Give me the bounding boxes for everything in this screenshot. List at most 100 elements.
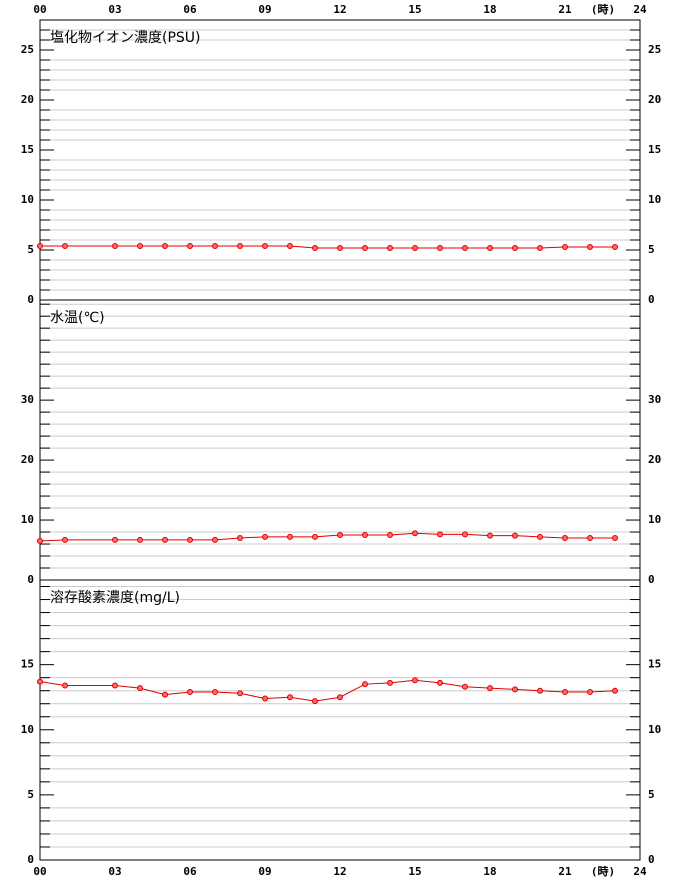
data-point bbox=[287, 694, 293, 701]
data-point bbox=[437, 679, 443, 686]
data-point bbox=[337, 532, 343, 539]
x-tick-label: 15 bbox=[408, 865, 421, 878]
data-point bbox=[387, 679, 393, 686]
data-point bbox=[287, 533, 293, 540]
data-point bbox=[462, 683, 468, 690]
series-line bbox=[39, 532, 615, 542]
data-point bbox=[562, 535, 568, 542]
y-tick-label: 30 bbox=[648, 393, 661, 406]
x-tick-label: 18 bbox=[483, 865, 496, 878]
y-tick-label: 20 bbox=[648, 453, 661, 466]
data-point bbox=[512, 686, 518, 693]
y-tick-label: 10 bbox=[21, 513, 34, 526]
y-tick-label: 10 bbox=[21, 193, 34, 206]
data-point bbox=[37, 678, 43, 685]
data-point bbox=[237, 690, 243, 697]
data-point bbox=[312, 245, 318, 251]
y-tick-label: 5 bbox=[648, 243, 655, 256]
x-tick-label: 15 bbox=[408, 3, 421, 16]
data-point bbox=[412, 677, 418, 684]
y-tick-label: 30 bbox=[21, 393, 34, 406]
data-point bbox=[137, 243, 143, 249]
y-tick-label: 0 bbox=[648, 573, 655, 586]
data-point bbox=[587, 244, 593, 250]
y-tick-label: 0 bbox=[27, 573, 34, 586]
x-tick-label: 21 bbox=[558, 3, 572, 16]
data-point bbox=[287, 243, 293, 249]
data-point bbox=[237, 535, 243, 542]
y-tick-label: 5 bbox=[27, 788, 34, 801]
y-tick-label: 5 bbox=[27, 243, 34, 256]
data-point bbox=[262, 243, 268, 249]
x-unit-label: (時) bbox=[591, 864, 615, 878]
x-tick-label: 21 bbox=[558, 865, 572, 878]
data-point bbox=[312, 533, 318, 540]
data-point bbox=[587, 689, 593, 695]
data-point bbox=[612, 687, 618, 694]
x-tick-label: 24 bbox=[633, 3, 647, 16]
y-tick-label: 15 bbox=[648, 658, 661, 671]
y-tick-label: 15 bbox=[21, 658, 34, 671]
data-point bbox=[362, 532, 368, 539]
data-point bbox=[262, 695, 268, 702]
y-tick-label: 25 bbox=[21, 43, 34, 56]
data-point bbox=[37, 538, 43, 545]
data-point bbox=[587, 535, 593, 542]
data-point bbox=[387, 245, 393, 251]
x-tick-label: 12 bbox=[333, 3, 346, 16]
data-point bbox=[62, 243, 68, 249]
data-point bbox=[537, 245, 543, 251]
data-point bbox=[362, 245, 368, 251]
data-point bbox=[487, 685, 493, 692]
data-point bbox=[62, 536, 68, 543]
y-tick-label: 20 bbox=[21, 453, 34, 466]
data-point bbox=[112, 536, 118, 543]
data-point bbox=[337, 245, 343, 251]
data-point bbox=[187, 243, 193, 249]
y-tick-label: 0 bbox=[27, 293, 34, 306]
y-tick-label: 20 bbox=[21, 93, 34, 106]
data-point bbox=[162, 536, 168, 543]
data-point bbox=[237, 243, 243, 249]
x-tick-label: 03 bbox=[108, 3, 121, 16]
data-point bbox=[212, 243, 218, 249]
data-point bbox=[612, 535, 618, 542]
panel-title: 溶存酸素濃度(mg/L) bbox=[50, 590, 180, 606]
plot-frame bbox=[39, 579, 641, 861]
x-tick-label: 09 bbox=[258, 865, 271, 878]
panel-title: 塩化物イオン濃度(PSU) bbox=[50, 30, 201, 46]
data-point bbox=[562, 244, 568, 250]
x-tick-label: 03 bbox=[108, 865, 121, 878]
data-point bbox=[437, 245, 443, 251]
data-point bbox=[162, 243, 168, 249]
data-point bbox=[212, 536, 218, 543]
data-point bbox=[537, 687, 543, 694]
y-tick-label: 25 bbox=[648, 43, 661, 56]
y-tick-label: 0 bbox=[648, 293, 655, 306]
data-point bbox=[537, 533, 543, 540]
panel-title: 水温(℃) bbox=[50, 310, 105, 326]
data-point bbox=[562, 689, 568, 695]
data-point bbox=[37, 243, 43, 249]
y-tick-label: 10 bbox=[648, 513, 661, 526]
data-point bbox=[62, 682, 68, 689]
x-tick-label: 18 bbox=[483, 3, 496, 16]
data-point bbox=[262, 533, 268, 540]
data-point bbox=[512, 245, 518, 251]
data-point bbox=[137, 685, 143, 692]
data-point bbox=[212, 689, 218, 695]
data-point bbox=[462, 245, 468, 251]
y-tick-label: 10 bbox=[21, 723, 34, 736]
data-point bbox=[337, 694, 343, 701]
data-point bbox=[362, 681, 368, 688]
x-tick-label: 00 bbox=[33, 3, 46, 16]
x-tick-label: 06 bbox=[183, 865, 197, 878]
data-point bbox=[112, 682, 118, 689]
data-point bbox=[462, 531, 468, 538]
data-point bbox=[387, 532, 393, 539]
data-point bbox=[137, 536, 143, 543]
data-point bbox=[612, 244, 618, 250]
x-tick-label: 24 bbox=[633, 865, 647, 878]
y-tick-label: 20 bbox=[648, 93, 661, 106]
